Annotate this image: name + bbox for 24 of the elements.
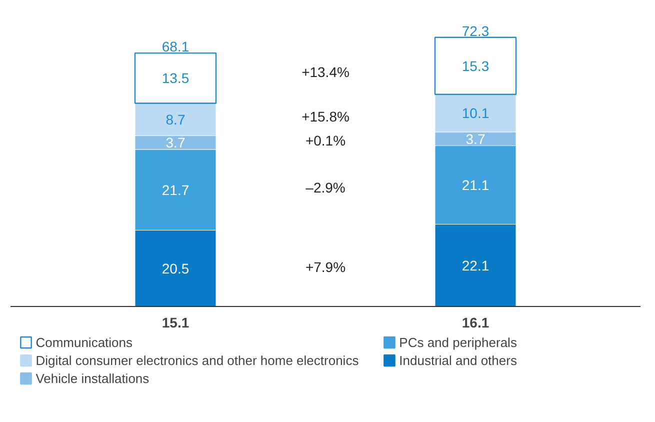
data-label: 21.1 (462, 176, 490, 193)
data-label: 3.7 (466, 130, 486, 147)
data-label: 10.1 (462, 105, 490, 122)
data-label: 22.1 (462, 257, 490, 274)
legend-label: PCs and peripherals (399, 335, 518, 350)
annotation: +7.9% (305, 258, 346, 275)
data-label: 20.5 (162, 260, 190, 276)
annotation: +15.8% (302, 108, 350, 124)
annotation: +0.1% (305, 132, 346, 149)
total-label: 68.1 (162, 38, 190, 55)
data-label: 8.7 (166, 111, 186, 128)
legend-label: Industrial and others (399, 353, 518, 368)
data-label: 13.5 (162, 70, 190, 86)
legend-label: Vehicle installations (36, 371, 150, 386)
data-label: 3.7 (166, 134, 186, 151)
data-label: 15.3 (462, 58, 490, 74)
annotation: +13.4% (302, 64, 350, 80)
x-tick-label: 16.1 (462, 314, 490, 330)
x-tick-label: 15.1 (162, 314, 190, 330)
total-label: 72.3 (462, 22, 490, 39)
annotation: –2.9% (306, 179, 346, 196)
legend-label: Communications (36, 335, 134, 350)
legend-label: Digital consumer electronics and other home electronics (36, 353, 360, 368)
data-label: 21.7 (162, 182, 190, 198)
